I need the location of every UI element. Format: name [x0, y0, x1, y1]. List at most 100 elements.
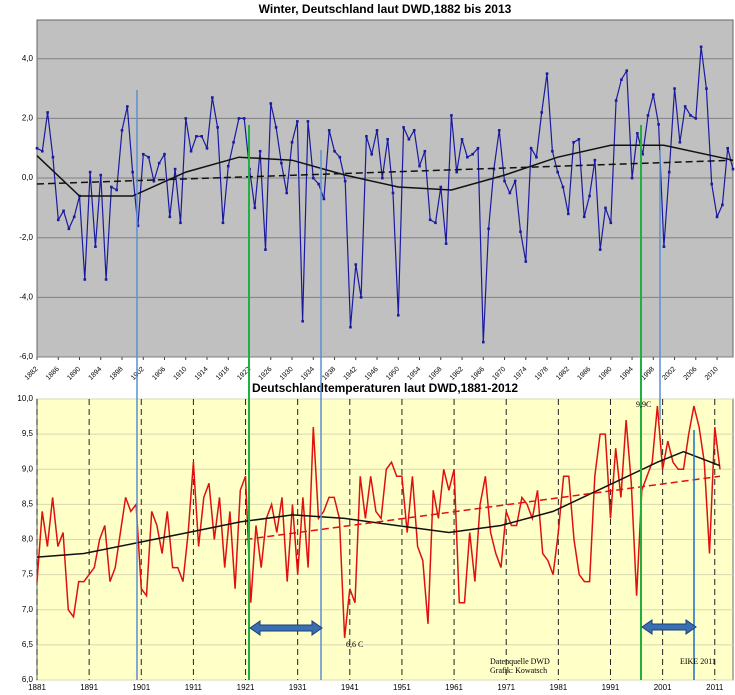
data-point [147, 155, 150, 159]
x-tick-label: 1946 [364, 366, 380, 382]
data-point [343, 179, 347, 183]
data-point [242, 117, 246, 120]
data-point [264, 248, 267, 251]
x-tick-label: 1970 [491, 366, 507, 382]
data-point [354, 263, 358, 266]
x-tick-label: 1882 [24, 366, 40, 382]
data-point [513, 179, 517, 183]
data-point [636, 132, 639, 135]
data-point [189, 149, 193, 153]
data-point [51, 155, 55, 159]
data-point [136, 224, 140, 228]
x-tick-label: 1982 [555, 366, 571, 382]
data-point [402, 126, 405, 129]
data-point [657, 123, 660, 126]
data-point [503, 179, 506, 183]
data-point [476, 146, 480, 150]
data-point [561, 185, 565, 189]
y-tick-label: 8,5 [22, 499, 34, 508]
y-tick-label: -4,0 [19, 292, 33, 301]
x-tick-label: 1911 [185, 683, 203, 692]
data-point [508, 191, 512, 195]
x-tick-label: 1990 [598, 366, 614, 382]
data-point [338, 155, 342, 159]
data-point [460, 137, 464, 141]
x-tick-label: 1906 [151, 366, 167, 382]
y-tick-label: 2,0 [22, 114, 34, 123]
panel: 4,0 2,0 0,0 -2,0 -4,0 -6,0 1882 1886 1890 1894 189… [19, 2, 735, 382]
x-tick-label: 1894 [88, 366, 104, 382]
x-tick-label: 1921 [237, 683, 255, 692]
data-point [604, 206, 607, 210]
data-point [306, 120, 310, 123]
data-point [694, 117, 698, 120]
data-point [588, 194, 591, 198]
data-point [285, 191, 289, 195]
y-tick-label: -6,0 [19, 352, 33, 361]
x-tick-label: 1942 [343, 366, 359, 382]
data-point [545, 72, 549, 75]
data-point [444, 242, 448, 245]
x-tick-label: 1998 [640, 366, 656, 382]
data-point [375, 129, 379, 132]
data-point [184, 117, 188, 120]
annotation: 9,9C [636, 400, 651, 409]
period-arrow [641, 619, 697, 635]
data-point [126, 105, 129, 108]
y-tick-label: 7,5 [22, 570, 34, 579]
data-point [439, 185, 443, 189]
x-tick-label: 1954 [406, 366, 422, 382]
x-tick-label: 1966 [470, 366, 486, 382]
data-point [104, 278, 108, 281]
x-tick-label: 1898 [109, 366, 125, 382]
data-point [83, 278, 87, 281]
x-tick-label: 1958 [428, 366, 444, 382]
x-tick-label: 2011 [706, 683, 724, 692]
x-tick-label: 1971 [497, 683, 515, 692]
data-point [614, 99, 618, 102]
annotation: 6,6 C [346, 640, 363, 649]
x-tick-label: 1991 [602, 683, 620, 692]
data-point [582, 215, 586, 219]
data-point [683, 105, 687, 108]
x-tick-label: 1941 [341, 683, 359, 692]
data-point [524, 260, 528, 263]
data-point [625, 69, 629, 72]
data-point [689, 114, 692, 117]
period-arrow [249, 620, 323, 636]
data-point [381, 176, 384, 180]
annotation: Datenquelle DWD [490, 657, 550, 666]
data-point [115, 188, 118, 192]
x-tick-label: 2001 [654, 683, 672, 692]
data-point [566, 212, 570, 216]
data-point [556, 170, 559, 174]
data-point [715, 215, 719, 219]
data-point [396, 313, 400, 317]
data-point [322, 197, 326, 201]
y-tick-label: 9,0 [22, 464, 34, 473]
x-tick-label: 1891 [80, 683, 98, 692]
annotation: Grafik: Kowatsch [490, 666, 547, 675]
data-point [152, 179, 156, 183]
x-tick-label: 1886 [45, 366, 61, 382]
data-point [705, 87, 708, 90]
data-point [221, 221, 225, 225]
data-point [535, 155, 538, 159]
x-tick-label: 1986 [576, 366, 592, 382]
x-tick-label: 1974 [513, 366, 529, 382]
data-point [593, 158, 597, 162]
data-point [370, 152, 374, 156]
data-point [120, 129, 124, 132]
data-point [211, 96, 214, 99]
data-point [110, 185, 113, 189]
data-point [577, 137, 581, 141]
y-tick-label: 7,0 [22, 605, 34, 614]
data-point [359, 296, 363, 299]
data-point [540, 111, 544, 114]
annotation: EIKE 2011 [680, 657, 716, 666]
data-point [731, 167, 735, 171]
data-point [412, 129, 416, 132]
data-point [131, 170, 134, 174]
x-tick-label: 1890 [66, 366, 82, 382]
